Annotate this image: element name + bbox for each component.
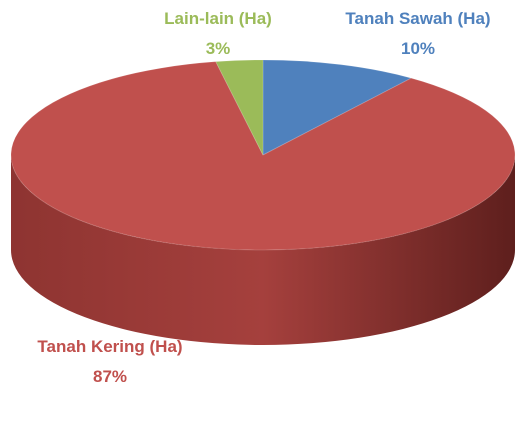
category-label: Tanah Sawah (Ha) [345, 9, 491, 28]
data-label: Lain-lain (Ha) 3% [158, 4, 278, 64]
value-label: 87% [92, 367, 128, 386]
pie-slice [262, 59, 413, 156]
category-label: Tanah Kering (Ha) [37, 337, 183, 356]
data-label: Tanah Sawah (Ha) 10% [343, 4, 493, 64]
data-label: Tanah Kering (Ha) 87% [30, 332, 190, 392]
pie-slice [214, 59, 264, 156]
value-label: 10% [400, 39, 436, 58]
pie-slice [10, 61, 515, 251]
value-label: 3% [205, 39, 231, 58]
category-label: Lain-lain (Ha) [164, 9, 272, 28]
